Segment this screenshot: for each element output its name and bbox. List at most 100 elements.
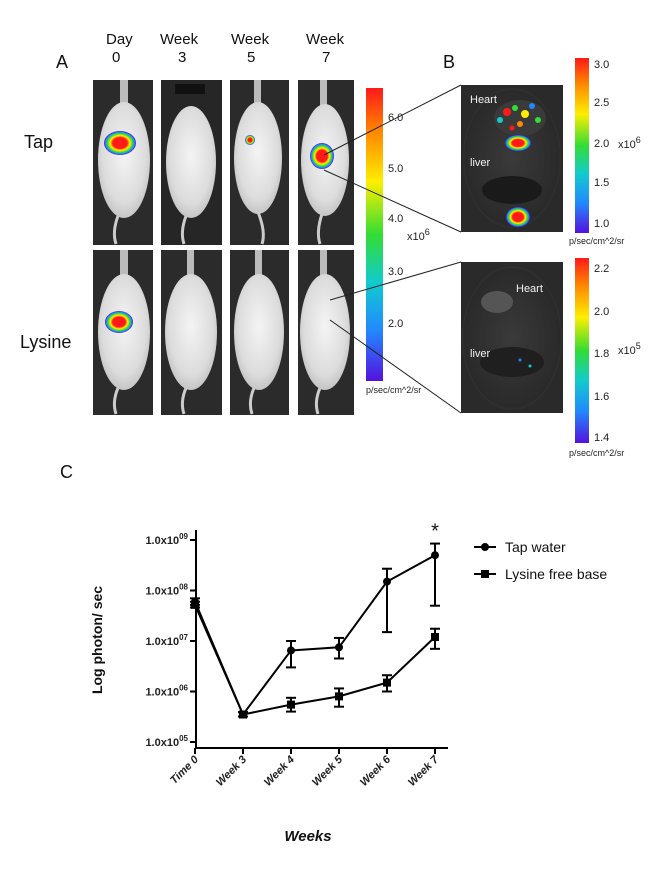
data-point (383, 678, 391, 687)
row-label-lysine: Lysine (20, 332, 71, 352)
organ-label-heart: Heart (470, 94, 497, 106)
colorbar-main-tick: 2.0 (388, 318, 403, 330)
photo-tap-week7 (298, 80, 354, 245)
colorbar-b-bottom-tick: 2.0 (594, 306, 609, 318)
organ-label-liver: liver (470, 348, 491, 360)
chart-legend: Tap water Lysine free base (474, 539, 607, 582)
connector-lines (323, 84, 462, 414)
series-0 (190, 542, 440, 719)
col-header-line2: 5 (247, 49, 255, 66)
x-tick-label: Week 7 (406, 753, 442, 789)
colorbar-b-top-tick: 2.0 (594, 138, 609, 150)
colorbar-b-top-tick: 3.0 (594, 59, 609, 71)
y-tick-label: 1.0x1005 (145, 734, 188, 749)
y-tick-label: 1.0x1007 (145, 633, 188, 648)
col-header-line1: Week (160, 31, 199, 48)
line-chart: Log photon/ sec Weeks 1.0x10051.0x10061.… (89, 521, 448, 845)
colorbar-b-bottom: 2.2 2.0 1.8 1.6 1.4 x105 p/sec/cm^2/sr (569, 258, 641, 458)
panel-a-label: A (56, 52, 68, 72)
colorbar-b-bottom-tick: 1.4 (594, 432, 609, 444)
data-point (239, 710, 247, 719)
colorbar-b-bottom-exponent: x105 (618, 341, 641, 357)
bioluminescent-signal (505, 135, 531, 151)
organ-photo-lysine: Heart liver (461, 262, 563, 413)
col-header-line2: 7 (322, 49, 330, 66)
colorbar-b-bottom-tick: 1.8 (594, 348, 609, 360)
colorbar-b-top-gradient (575, 58, 589, 233)
significance-marker: * (431, 521, 439, 543)
legend-marker-tap-water (481, 543, 489, 551)
colorbar-b-top-unit: p/sec/cm^2/sr (569, 236, 624, 246)
annotation-layer: * (431, 521, 439, 543)
bioluminescent-signal (310, 143, 334, 169)
data-point (287, 646, 295, 655)
y-ticks: 1.0x1005 1.0x1006 1.0x1007 1.0x1008 1.0x1009 (145, 532, 196, 749)
bioluminescent-signal (104, 131, 136, 155)
column-headers: Day 0 Week 3 Week 5 Week 7 (106, 31, 345, 66)
photo-tap-day0 (93, 80, 153, 245)
organ-photo-tap: Heart liver (461, 85, 563, 232)
data-point (335, 643, 343, 652)
panel-c-label: C (60, 462, 73, 482)
x-ticks: Time 0 Week 3 Week 4 Week 5 Week 6 Week 7 (168, 748, 442, 789)
col-header-line1: Week (306, 31, 345, 48)
colorbar-b-top: 3.0 2.5 2.0 1.5 1.0 x106 p/sec/cm^2/sr (569, 58, 641, 246)
colorbar-main-tick: 5.0 (388, 163, 403, 175)
panel-b-label: B (443, 52, 455, 72)
photo-tap-week3 (161, 80, 222, 245)
bioluminescent-signal (105, 311, 133, 333)
x-axis-label: Weeks (284, 828, 331, 845)
series-line (194, 554, 436, 717)
col-header-line2: 0 (112, 49, 120, 66)
photo-lysine-day0 (93, 250, 153, 415)
colorbar-b-bottom-tick: 1.6 (594, 391, 609, 403)
colorbar-main-gradient (366, 88, 383, 381)
x-tick-label: Time 0 (168, 753, 202, 787)
x-tick-label: Week 3 (214, 754, 249, 789)
col-header-line1: Day (106, 31, 133, 48)
x-tick-label: Week 4 (262, 754, 297, 789)
data-point (431, 551, 439, 560)
bioluminescent-signal (506, 207, 530, 227)
x-tick-label: Week 5 (310, 753, 346, 789)
colorbar-b-top-tick: 1.5 (594, 177, 609, 189)
colorbar-b-bottom-gradient (575, 258, 589, 443)
organ-label-heart: Heart (516, 283, 543, 295)
organ-label-liver: liver (470, 157, 491, 169)
y-tick-label: 1.0x1008 (145, 583, 188, 598)
data-point (335, 692, 343, 701)
legend-label-tap-water: Tap water (505, 539, 566, 555)
colorbar-b-top-tick: 2.5 (594, 97, 609, 109)
col-header-line2: 3 (178, 49, 186, 66)
y-axis-label: Log photon/ sec (89, 586, 105, 694)
row-label-tap: Tap (24, 132, 53, 152)
colorbar-b-bottom-tick: 2.2 (594, 263, 609, 275)
colorbar-main: 6.0 5.0 4.0 3.0 2.0 x106 p/sec/cm^2/sr (366, 88, 430, 395)
photo-lysine-week5 (230, 250, 289, 415)
bioluminescent-signal (245, 135, 255, 145)
data-point (287, 700, 295, 709)
data-point (431, 633, 439, 642)
colorbar-b-top-exponent: x106 (618, 135, 641, 151)
photo-lysine-week7 (298, 250, 354, 415)
legend-label-lysine: Lysine free base (505, 566, 607, 582)
data-point (383, 577, 391, 586)
data-point (191, 600, 199, 609)
colorbar-main-exponent: x106 (407, 227, 430, 243)
series-line (194, 604, 436, 716)
photo-tap-week5 (230, 80, 289, 245)
series-layer (190, 542, 440, 719)
y-tick-label: 1.0x1009 (145, 532, 188, 547)
colorbar-b-bottom-unit: p/sec/cm^2/sr (569, 448, 624, 458)
colorbar-main-tick: 4.0 (388, 213, 403, 225)
col-header-line1: Week (231, 31, 270, 48)
legend-marker-lysine (481, 570, 489, 578)
series-1 (190, 600, 440, 719)
colorbar-main-tick: 3.0 (388, 266, 403, 278)
photo-lysine-week3 (161, 250, 222, 415)
x-tick-label: Week 6 (358, 753, 394, 789)
y-tick-label: 1.0x1006 (145, 684, 188, 699)
colorbar-main-unit: p/sec/cm^2/sr (366, 385, 421, 395)
colorbar-b-top-tick: 1.0 (594, 218, 609, 230)
